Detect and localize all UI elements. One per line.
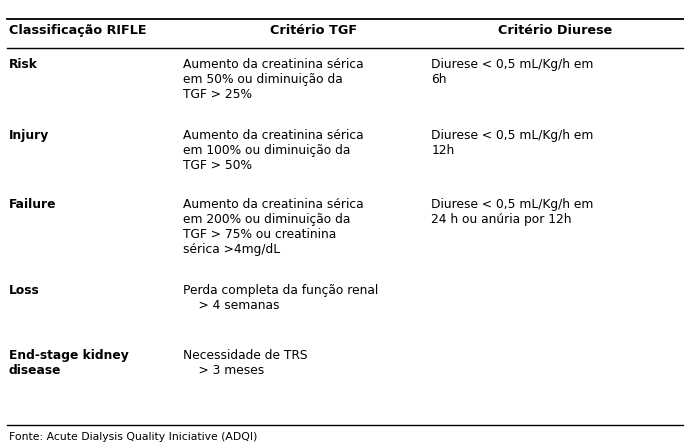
- Text: End-stage kidney
disease: End-stage kidney disease: [9, 349, 129, 377]
- Text: Classificação RIFLE: Classificação RIFLE: [9, 24, 146, 37]
- Text: Aumento da creatinina sérica
em 200% ou diminuição da
TGF > 75% ou creatinina
sé: Aumento da creatinina sérica em 200% ou …: [183, 198, 364, 256]
- Text: Critério TGF: Critério TGF: [270, 24, 357, 37]
- Text: Aumento da creatinina sérica
em 100% ou diminuição da
TGF > 50%: Aumento da creatinina sérica em 100% ou …: [183, 129, 364, 172]
- Text: Aumento da creatinina sérica
em 50% ou diminuição da
TGF > 25%: Aumento da creatinina sérica em 50% ou d…: [183, 58, 364, 101]
- Text: Risk: Risk: [9, 58, 38, 71]
- Text: Failure: Failure: [9, 198, 57, 210]
- Text: Loss: Loss: [9, 284, 40, 297]
- Text: Critério Diurese: Critério Diurese: [498, 24, 613, 37]
- Text: Injury: Injury: [9, 129, 49, 142]
- Text: Fonte: Acute Dialysis Quality Iniciative (ADQI): Fonte: Acute Dialysis Quality Iniciative…: [9, 432, 257, 442]
- Text: Diurese < 0,5 mL/Kg/h em
6h: Diurese < 0,5 mL/Kg/h em 6h: [431, 58, 593, 86]
- Text: Diurese < 0,5 mL/Kg/h em
12h: Diurese < 0,5 mL/Kg/h em 12h: [431, 129, 593, 157]
- Text: Perda completa da função renal
    > 4 semanas: Perda completa da função renal > 4 seman…: [183, 284, 378, 312]
- Text: Necessidade de TRS
    > 3 meses: Necessidade de TRS > 3 meses: [183, 349, 307, 377]
- Text: Diurese < 0,5 mL/Kg/h em
24 h ou anúria por 12h: Diurese < 0,5 mL/Kg/h em 24 h ou anúria …: [431, 198, 593, 226]
